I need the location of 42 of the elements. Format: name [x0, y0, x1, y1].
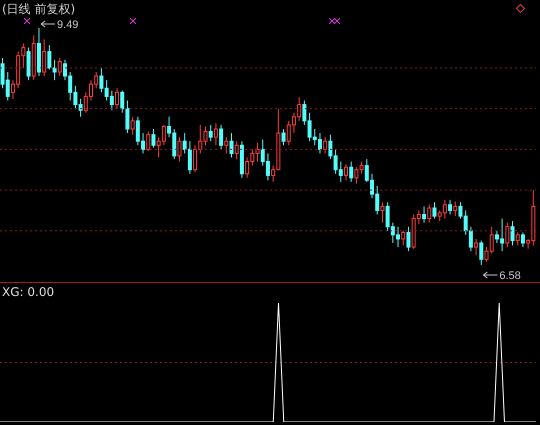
candlestick: [427, 204, 432, 224]
chart-title: XG: 0.00: [2, 285, 54, 299]
candlestick: [177, 136, 182, 162]
candlestick: [479, 240, 484, 265]
candlestick: [47, 44, 52, 70]
candlestick: [193, 144, 198, 173]
candlestick: [58, 58, 62, 77]
candlestick: [344, 164, 348, 181]
candlestick: [474, 238, 478, 256]
candlestick: [188, 140, 192, 174]
candlestick: [349, 161, 354, 182]
candlestick: [219, 124, 224, 150]
candlestick: [224, 136, 228, 154]
candlestick: [448, 199, 452, 216]
candlestick: [510, 220, 515, 246]
candlestick: [422, 206, 426, 224]
candlestick: [120, 90, 124, 114]
text: 6.58: [499, 270, 521, 282]
candlestick: [208, 124, 213, 142]
candlestick: [182, 132, 187, 154]
candlestick: [52, 59, 57, 81]
candlestick: [234, 140, 239, 160]
candlestick: [432, 202, 436, 220]
candlestick: [130, 116, 135, 136]
candlestick: [520, 232, 525, 248]
candlestick: [151, 128, 156, 148]
candlestick: [505, 222, 510, 248]
candlestick: [282, 128, 286, 146]
candlestick: [115, 88, 120, 110]
candlestick: [406, 226, 410, 252]
candlestick: [214, 122, 218, 146]
candlestick: [453, 200, 458, 217]
chart-title: (日线 前复权): [2, 1, 76, 18]
candlestick: [125, 100, 130, 134]
candlestick: [146, 130, 150, 152]
annotation: 9.49: [57, 19, 78, 31]
candlestick: [380, 202, 384, 224]
candlestick: [323, 136, 328, 154]
candlestick: [230, 132, 234, 158]
candlestick: [516, 232, 520, 246]
candlestick: [42, 38, 46, 77]
candlestick: [401, 230, 406, 246]
